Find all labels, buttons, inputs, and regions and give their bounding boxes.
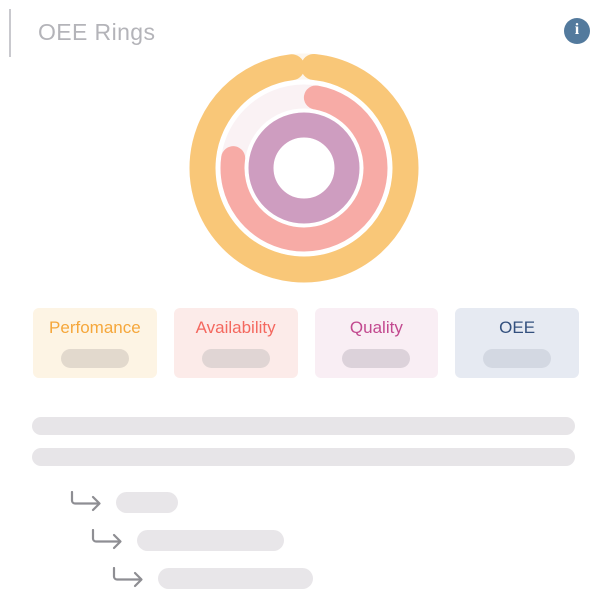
page-title: OEE Rings (38, 19, 156, 45)
skeleton-bar (32, 417, 575, 435)
skeleton-pill (158, 568, 313, 589)
card-quality-label: Quality (349, 318, 403, 337)
skeleton-tree-row (112, 567, 313, 589)
skeleton-bar (32, 448, 575, 466)
skeleton-pill (137, 530, 284, 551)
legend-cards: Perfomance Availability Quality OEE (33, 308, 579, 378)
rings-svg (189, 53, 419, 283)
card-quality-skeleton-pill (342, 349, 411, 368)
return-arrow-icon (112, 567, 143, 588)
card-oee-label: OEE (499, 318, 536, 337)
title-accent-bar (9, 9, 11, 57)
return-arrow-icon (70, 491, 101, 512)
card-performance: Perfomance (33, 308, 157, 378)
skeleton-pill (116, 492, 178, 513)
card-oee: OEE (455, 308, 579, 378)
card-quality: Quality (314, 308, 439, 378)
card-oee-skeleton-pill (483, 349, 552, 368)
info-icon: i (574, 21, 580, 38)
info-button[interactable]: i (564, 18, 590, 44)
ring-arc-perfomance (189, 53, 419, 283)
card-availability: Availability (173, 308, 298, 378)
skeleton-tree-row (91, 529, 284, 551)
oee-rings-chart (189, 53, 419, 283)
ring-arc-quality (248, 112, 360, 224)
card-performance-label: Perfomance (49, 318, 141, 337)
skeleton-tree-row (70, 491, 178, 513)
card-availability-label: Availability (195, 318, 276, 337)
return-arrow-icon (91, 529, 122, 550)
ring-arc-availability (220, 84, 388, 252)
card-performance-skeleton-pill (60, 349, 129, 368)
card-availability-skeleton-pill (201, 349, 270, 368)
